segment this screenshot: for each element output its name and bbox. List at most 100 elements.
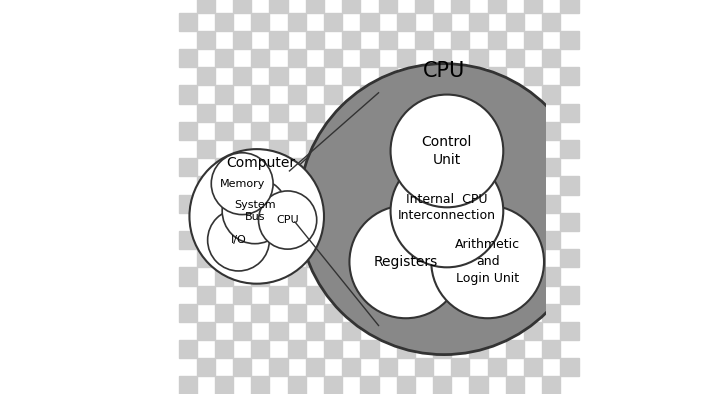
Bar <box>269 213 288 231</box>
Bar <box>379 177 397 195</box>
Bar <box>215 231 233 249</box>
Bar <box>524 322 542 340</box>
Bar <box>433 267 451 286</box>
Bar <box>288 231 306 249</box>
Bar <box>215 122 233 140</box>
Bar <box>324 340 342 358</box>
Bar <box>306 213 324 231</box>
Bar <box>415 104 433 122</box>
Bar <box>506 376 524 394</box>
Bar <box>342 358 360 376</box>
Bar <box>433 13 451 31</box>
Bar <box>197 213 215 231</box>
Bar <box>524 358 542 376</box>
Bar <box>233 177 251 195</box>
Bar <box>379 31 397 49</box>
Bar <box>360 267 379 286</box>
Bar <box>415 140 433 158</box>
Bar <box>451 67 470 85</box>
Bar <box>178 195 197 213</box>
Bar <box>451 322 470 340</box>
Bar <box>233 0 251 13</box>
Bar <box>342 286 360 304</box>
Bar <box>306 249 324 267</box>
Bar <box>197 0 215 13</box>
Bar <box>561 213 579 231</box>
Bar <box>269 104 288 122</box>
Bar <box>433 122 451 140</box>
Bar <box>269 31 288 49</box>
Bar <box>506 13 524 31</box>
Bar <box>251 49 269 67</box>
Bar <box>542 13 561 31</box>
Bar <box>433 376 451 394</box>
Bar <box>542 304 561 322</box>
Bar <box>470 85 488 104</box>
Bar <box>288 85 306 104</box>
Bar <box>360 13 379 31</box>
Text: CPU: CPU <box>277 215 299 225</box>
Text: Internal  CPU
Interconnection: Internal CPU Interconnection <box>398 193 496 222</box>
Circle shape <box>258 191 317 249</box>
Circle shape <box>189 149 324 284</box>
Bar <box>288 304 306 322</box>
Bar <box>233 322 251 340</box>
Bar <box>524 0 542 13</box>
Bar <box>488 286 506 304</box>
Bar <box>397 13 415 31</box>
Bar <box>542 340 561 358</box>
Bar <box>288 195 306 213</box>
Bar <box>324 13 342 31</box>
Bar <box>451 104 470 122</box>
Bar <box>415 249 433 267</box>
Bar <box>324 195 342 213</box>
Bar <box>379 249 397 267</box>
Bar <box>269 322 288 340</box>
Bar <box>470 231 488 249</box>
Bar <box>542 267 561 286</box>
Bar <box>269 249 288 267</box>
Bar <box>178 85 197 104</box>
Bar <box>451 31 470 49</box>
Bar <box>397 49 415 67</box>
Bar <box>342 249 360 267</box>
Text: System
Bus: System Bus <box>234 200 276 222</box>
Circle shape <box>222 178 288 243</box>
Bar <box>197 67 215 85</box>
Bar <box>288 267 306 286</box>
Bar <box>324 85 342 104</box>
Bar <box>233 286 251 304</box>
Bar <box>379 286 397 304</box>
Circle shape <box>390 154 503 267</box>
Bar <box>488 322 506 340</box>
Bar <box>470 49 488 67</box>
Bar <box>451 249 470 267</box>
Bar <box>324 304 342 322</box>
Bar <box>269 0 288 13</box>
Bar <box>561 177 579 195</box>
Bar <box>178 122 197 140</box>
Bar <box>379 67 397 85</box>
Bar <box>178 231 197 249</box>
Bar <box>506 49 524 67</box>
Bar <box>251 340 269 358</box>
Bar <box>306 286 324 304</box>
Bar <box>306 31 324 49</box>
Bar <box>488 31 506 49</box>
Bar <box>360 158 379 177</box>
Bar <box>360 49 379 67</box>
Bar <box>269 286 288 304</box>
Bar <box>342 104 360 122</box>
Bar <box>251 122 269 140</box>
Bar <box>306 358 324 376</box>
Bar <box>215 158 233 177</box>
Bar <box>342 177 360 195</box>
Bar <box>542 85 561 104</box>
Bar <box>324 231 342 249</box>
Bar <box>288 49 306 67</box>
Bar <box>178 267 197 286</box>
Bar <box>397 304 415 322</box>
Bar <box>524 140 542 158</box>
Bar <box>524 213 542 231</box>
Bar <box>524 286 542 304</box>
